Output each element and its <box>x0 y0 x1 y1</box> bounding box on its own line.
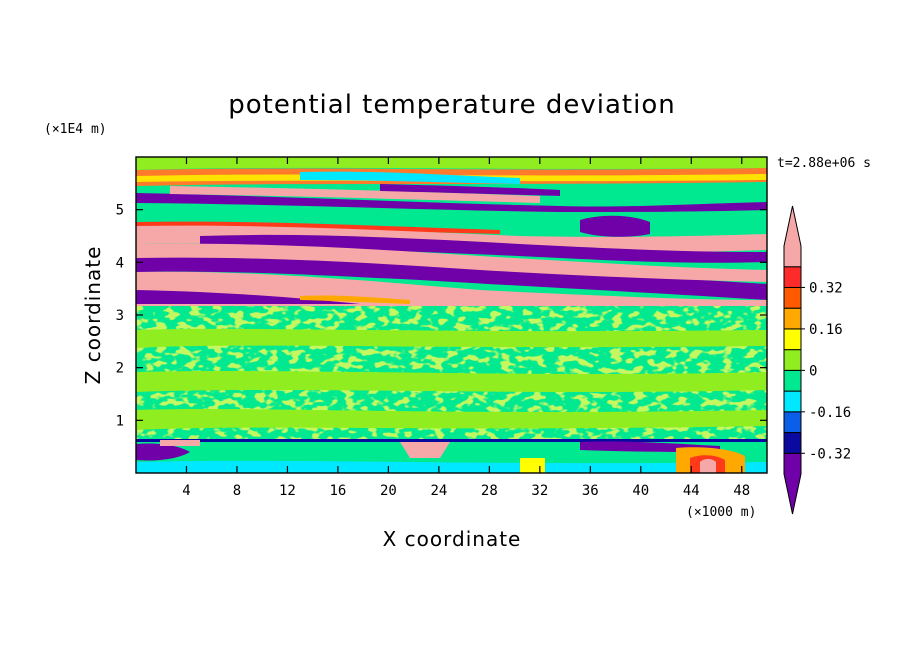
colorbar-segment <box>783 411 802 434</box>
mid-green-patch-2 <box>136 371 767 392</box>
colorbar-segment <box>783 369 802 392</box>
lower-pink-3 <box>700 459 716 473</box>
x-axis-label: X coordinate <box>383 527 522 551</box>
band-cyan-1 <box>300 171 520 184</box>
lower-purple-1 <box>136 443 190 461</box>
y-tick-label: 5 <box>116 203 124 219</box>
y-tick-label: 2 <box>116 361 124 377</box>
band-orange-3 <box>300 295 410 304</box>
colorbar-segment <box>783 266 802 288</box>
band-purple-1 <box>136 193 767 212</box>
x-tick-label: 44 <box>683 483 700 499</box>
mid-green-patch-1 <box>136 328 767 348</box>
x-tick-label: 12 <box>279 483 296 499</box>
x-tick-label: 48 <box>733 483 750 499</box>
band-pink-4 <box>136 271 767 306</box>
upper-layers <box>136 157 767 306</box>
lower-layer <box>136 439 767 473</box>
band-red-2 <box>136 221 500 234</box>
colorbar-segment <box>783 432 802 454</box>
mid-layer <box>136 328 767 430</box>
y-tick-label: 4 <box>116 255 124 271</box>
y-unit-label: (×1E4 m) <box>44 122 107 137</box>
band-purple-3 <box>200 234 767 263</box>
x-tick-label: 36 <box>582 483 599 499</box>
colorbar-segment <box>783 328 802 351</box>
colorbar-segment <box>783 307 802 330</box>
x-tick-label: 28 <box>481 483 498 499</box>
colorbar-label: 0.16 <box>809 322 843 338</box>
colorbar-segment <box>783 349 802 371</box>
x-axis: 4 8 12 16 20 24 28 32 36 40 44 48 (×1000 m) X coord… <box>182 157 756 551</box>
colorbar-label: -0.16 <box>809 405 851 421</box>
time-label: t=2.88e+06 s <box>777 156 871 171</box>
band-purple-4 <box>580 215 650 237</box>
lower-pink-2 <box>400 442 450 458</box>
y-axis: 1 2 3 4 5 Z coordinate <box>81 203 767 429</box>
band-top-green <box>136 157 767 170</box>
band-pink-3 <box>136 243 767 282</box>
band-purple-6 <box>136 290 360 304</box>
x-tick-label: 32 <box>531 483 548 499</box>
x-tick-label: 4 <box>182 483 190 499</box>
colorbar-extend-low <box>783 452 802 515</box>
plot-area <box>136 157 767 473</box>
chart-title: potential temperature deviation <box>228 90 675 120</box>
mid-green-patch-3 <box>136 409 767 430</box>
colorbar-label: 0 <box>809 363 817 379</box>
lower-cyan-1 <box>136 460 767 473</box>
x-tick-label: 16 <box>329 483 346 499</box>
colorbar-segment <box>783 286 802 309</box>
band-pink-1 <box>170 186 540 203</box>
lower-yellow-1 <box>520 458 545 473</box>
x-unit-label: (×1000 m) <box>686 505 756 520</box>
colorbar-extend-high <box>783 205 802 268</box>
band-pink-2 <box>136 225 767 253</box>
band-purple-5 <box>136 255 767 300</box>
colorbar-label: -0.32 <box>809 446 851 462</box>
colorbar-label: 0.32 <box>809 280 843 296</box>
x-tick-group: 4 8 12 16 20 24 28 32 36 40 44 48 <box>182 157 750 499</box>
x-tick-label: 8 <box>233 483 241 499</box>
y-tick-label: 3 <box>116 308 124 324</box>
y-axis-label: Z coordinate <box>81 246 105 385</box>
boundary-line <box>136 439 767 442</box>
colorbar-segment <box>783 390 802 413</box>
x-tick-label: 24 <box>430 483 447 499</box>
x-tick-label: 20 <box>380 483 397 499</box>
y-tick-group: 1 2 3 4 5 <box>116 203 767 429</box>
y-tick-label: 1 <box>116 413 124 429</box>
band-purple-2 <box>380 184 560 196</box>
colorbar: 0.32 0.16 0 -0.16 -0.32 <box>783 205 851 515</box>
lower-pink-1 <box>160 440 200 446</box>
x-tick-label: 40 <box>632 483 649 499</box>
